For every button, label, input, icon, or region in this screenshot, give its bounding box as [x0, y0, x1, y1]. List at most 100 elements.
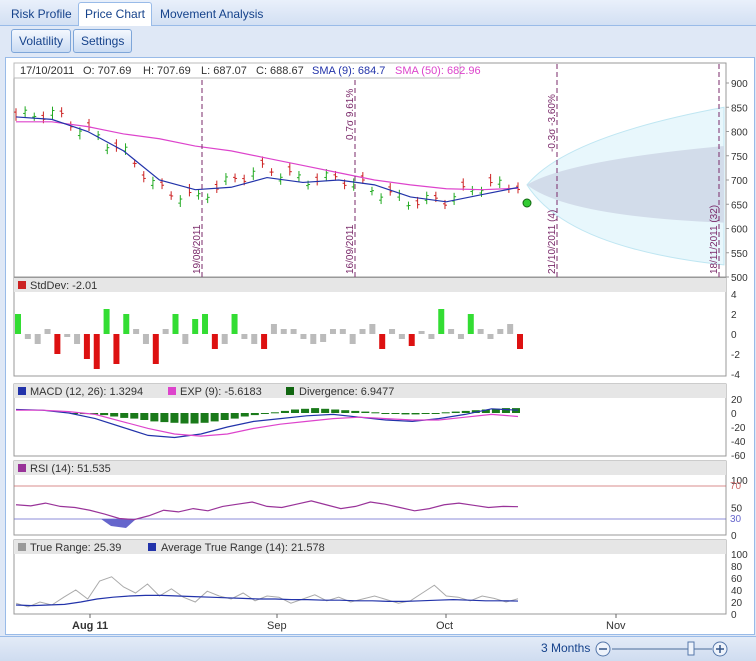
price-legend [13, 62, 461, 79]
tr-y-tick: 80 [731, 562, 743, 573]
divergence-bar [371, 412, 380, 414]
divergence-bar [150, 413, 159, 422]
atr-label: Average True Range (14): 21.578 [161, 542, 325, 554]
tab-bar: Risk Profile Price Chart Movement Analys… [0, 0, 756, 26]
tr-y-tick: 0 [731, 610, 737, 621]
rsi-label: RSI (14): 51.535 [30, 463, 111, 475]
stddev-swatch [18, 281, 26, 289]
price-y-tick: 550 [731, 249, 748, 260]
current-price-marker[interactable] [522, 198, 532, 208]
stddev-bar [408, 334, 415, 346]
price-date: 17/10/2011 [20, 65, 74, 77]
divergence-bar [331, 409, 340, 413]
tr-y-tick: 20 [731, 598, 743, 609]
price-y-tick: 850 [731, 103, 748, 114]
stddev-y-tick: -4 [731, 370, 740, 381]
price-low: L: 687.07 [201, 65, 247, 77]
settings-button[interactable]: Settings [73, 29, 133, 53]
tab-risk-profile[interactable]: Risk Profile [11, 7, 72, 21]
stddev-y-tick: 0 [731, 330, 737, 341]
divergence-bar [100, 413, 109, 416]
x-tick-label: Aug 11 [72, 620, 108, 632]
stddev-bar [507, 324, 514, 334]
rsi-y-tick: 100 [731, 476, 748, 487]
divergence-bar [361, 411, 370, 413]
macd-label: MACD (12, 26): 1.3294 [30, 386, 143, 398]
stddev-bar [517, 334, 523, 349]
macd-line [15, 408, 519, 439]
stddev-bar [74, 334, 81, 344]
stddev-bar [349, 334, 356, 344]
divergence-bar [431, 413, 440, 414]
rsi-oversold-fill [101, 519, 136, 528]
macd-y-tick: -20 [731, 423, 746, 434]
x-tick-label: Oct [436, 620, 453, 632]
sma50-value: SMA (50): 682.96 [395, 65, 481, 77]
atr-swatch [148, 543, 156, 551]
stddev-bar [64, 334, 71, 337]
stddev-bar [448, 329, 455, 334]
stddev-bar [457, 334, 464, 339]
divergence-bar [270, 412, 279, 414]
stddev-bar [300, 334, 307, 339]
stddev-bar [389, 329, 396, 334]
stddev-bar [15, 314, 21, 334]
divergence-bar [441, 412, 450, 414]
stddev-bar [359, 329, 366, 334]
divergence-bar [391, 413, 400, 414]
price-y-tick: 900 [731, 79, 748, 90]
x-tick-label: Nov [606, 620, 626, 632]
chart-area: 19/08/2011 16/09/2011 0.7σ 9.61% 21/10/2011… [5, 57, 755, 635]
divergence-bar [200, 413, 209, 423]
divergence-bar [180, 413, 189, 424]
divergence-bar [481, 409, 490, 413]
event-date-label: 19/08/2011 [192, 224, 203, 274]
exp-line [16, 409, 519, 437]
price-y-tick: 750 [731, 152, 748, 163]
stddev-bar [182, 334, 189, 344]
divergence-bar [240, 413, 249, 417]
stddev-bar [172, 314, 179, 334]
stddev-bar [34, 334, 41, 344]
stddev-bar [251, 334, 258, 344]
stddev-bar [339, 329, 346, 334]
zoom-slider[interactable] [594, 639, 734, 659]
divergence-bar [461, 410, 470, 413]
event-date-label: 21/10/2011 (4) [547, 210, 558, 274]
price-y-tick: 500 [731, 273, 748, 284]
stddev-bar [142, 334, 149, 344]
zoom-handle[interactable] [687, 641, 695, 656]
tab-movement-analysis[interactable]: Movement Analysis [160, 7, 264, 21]
divergence-bar [120, 413, 129, 418]
stddev-bar [398, 334, 405, 339]
divergence-bar [451, 411, 460, 413]
price-close: C: 688.67 [256, 65, 304, 77]
event-top-label: 0.7σ 9.61% [345, 89, 356, 140]
stddev-bar [54, 334, 61, 354]
volatility-button[interactable]: Volatility [11, 29, 72, 53]
exp-swatch [168, 387, 176, 395]
stddev-bar [24, 334, 31, 339]
macd-header [14, 384, 726, 398]
divergence-bar [250, 413, 259, 416]
divergence-bar [260, 413, 269, 414]
price-y-tick: 800 [731, 128, 748, 139]
divergence-swatch [286, 387, 294, 395]
sma9-line [15, 116, 519, 203]
rsi-y-tick: 0 [731, 531, 737, 542]
x-tick-label: Sep [267, 620, 287, 632]
chart-toolbar: Volatility Settings [0, 26, 756, 56]
stddev-bar [133, 329, 140, 334]
divergence-bar [140, 413, 149, 420]
price-open: O: 707.69 [83, 65, 131, 77]
stddev-bar [320, 334, 327, 342]
stddev-y-tick: 4 [731, 290, 737, 301]
divergence-bar [190, 413, 199, 424]
divergence-bar [170, 413, 179, 423]
rsi-line [15, 500, 519, 521]
divergence-bar [321, 408, 330, 413]
tab-price-chart[interactable]: Price Chart [78, 2, 153, 26]
divergence-bar [210, 413, 219, 422]
stddev-bar [113, 334, 120, 364]
macd-y-tick: 20 [731, 395, 743, 406]
